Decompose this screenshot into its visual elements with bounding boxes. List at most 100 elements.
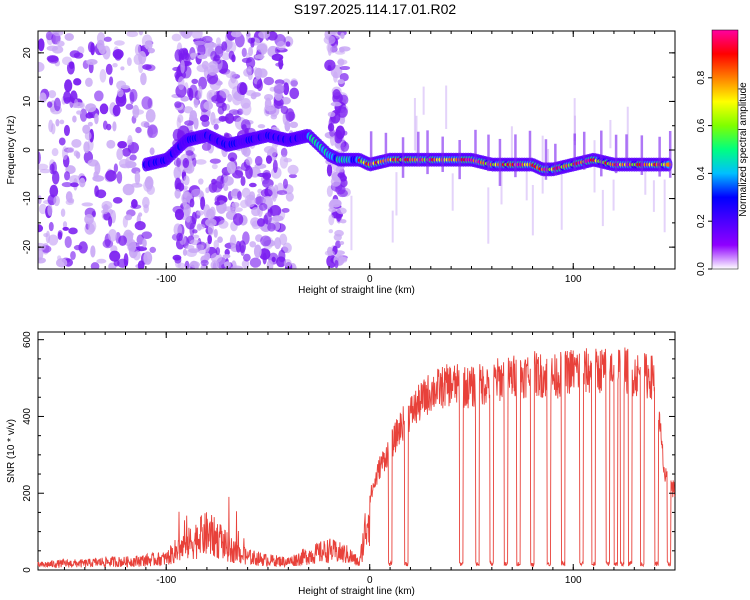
noise-blob	[129, 91, 135, 105]
noise-blob	[240, 119, 251, 132]
noise-blob	[289, 121, 299, 129]
streak	[560, 174, 563, 230]
streak	[395, 172, 398, 216]
streak	[531, 184, 534, 236]
noise-blob	[280, 105, 289, 115]
noise-blob	[221, 102, 227, 112]
streak	[451, 173, 454, 211]
noise-blob	[48, 221, 54, 232]
ridge-spike	[625, 134, 628, 167]
noise-blob	[66, 147, 75, 153]
ridge-spike	[417, 131, 420, 167]
noise-blob	[113, 40, 125, 46]
noise-blob	[230, 31, 242, 38]
noise-blob	[81, 202, 94, 207]
noise-blob	[144, 40, 153, 50]
noise-blob	[119, 163, 131, 169]
noise-blob	[258, 68, 268, 78]
noise-blob	[235, 240, 242, 253]
noise-blob	[53, 97, 61, 112]
noise-blob	[183, 175, 190, 186]
noise-blob	[38, 61, 45, 73]
noise-blob	[113, 163, 118, 173]
noise-blob	[45, 230, 51, 244]
noise-blob	[214, 45, 224, 59]
noise-blob	[177, 76, 185, 91]
noise-blob	[328, 229, 334, 234]
noise-blob	[171, 33, 182, 42]
noise-blob	[250, 92, 257, 100]
noise-blob	[185, 244, 195, 250]
noise-blob	[253, 244, 262, 258]
y-tick-label: 600	[22, 331, 33, 348]
noise-blob	[330, 101, 342, 107]
ridge-spike	[544, 139, 548, 180]
noise-blob	[241, 47, 247, 58]
noise-blob	[271, 256, 276, 263]
noise-blob	[337, 189, 348, 198]
noise-blob	[70, 250, 76, 260]
noise-blob	[192, 234, 200, 239]
noise-blob	[253, 66, 258, 76]
noise-blob	[340, 141, 350, 152]
noise-blob	[199, 114, 210, 123]
noise-blob	[264, 212, 272, 225]
noise-blob	[226, 161, 236, 174]
noise-blob	[333, 130, 343, 144]
y-tick-label: 400	[22, 408, 33, 425]
streak	[445, 85, 448, 129]
noise-blob	[38, 203, 47, 215]
noise-blob	[232, 169, 244, 179]
noise-blob	[327, 64, 332, 72]
noise-blob	[330, 176, 342, 187]
noise-blob	[87, 41, 95, 53]
noise-blob	[68, 227, 78, 235]
noise-blob	[147, 124, 158, 139]
noise-blob	[38, 151, 41, 165]
noise-blob	[263, 146, 275, 154]
noise-blob	[249, 241, 257, 248]
noise-blob	[149, 246, 157, 254]
noise-blob	[248, 46, 254, 57]
noise-blob	[224, 248, 230, 256]
ridge-spike	[640, 135, 644, 175]
noise-blob	[79, 108, 88, 122]
noise-blob	[39, 92, 47, 103]
noise-blob	[142, 196, 150, 209]
noise-blob	[79, 177, 86, 188]
y-tick-label: 10	[22, 95, 33, 107]
noise-blob	[214, 194, 226, 205]
noise-blob	[85, 103, 97, 113]
noise-blob	[329, 199, 342, 208]
ridge-spike	[498, 138, 502, 186]
noise-blob	[285, 41, 291, 47]
noise-blob	[213, 239, 219, 250]
noise-blob	[64, 33, 74, 41]
noise-blob	[180, 59, 185, 74]
noise-blob	[242, 231, 250, 245]
noise-blob	[213, 228, 218, 238]
noise-blob	[245, 156, 253, 166]
ridge-spike	[487, 134, 490, 172]
noise-blob	[280, 147, 288, 158]
noise-blob	[126, 31, 139, 38]
noise-blob	[138, 31, 144, 36]
noise-blob	[186, 248, 197, 258]
noise-blob	[174, 188, 181, 199]
noise-blob	[134, 44, 141, 56]
ridge-spike	[554, 143, 557, 175]
noise-blob	[101, 209, 109, 215]
noise-blob	[240, 244, 245, 257]
noise-blob	[185, 150, 194, 156]
noise-blob	[224, 113, 235, 124]
noise-blob	[231, 202, 240, 208]
noise-blob	[273, 82, 285, 95]
noise-blob	[137, 260, 145, 269]
streak	[601, 189, 604, 227]
noise-blob	[222, 206, 235, 212]
noise-blob	[46, 45, 59, 52]
noise-blob	[182, 248, 188, 256]
noise-blob	[327, 42, 332, 56]
noise-blob	[245, 165, 253, 179]
streak	[612, 179, 615, 211]
